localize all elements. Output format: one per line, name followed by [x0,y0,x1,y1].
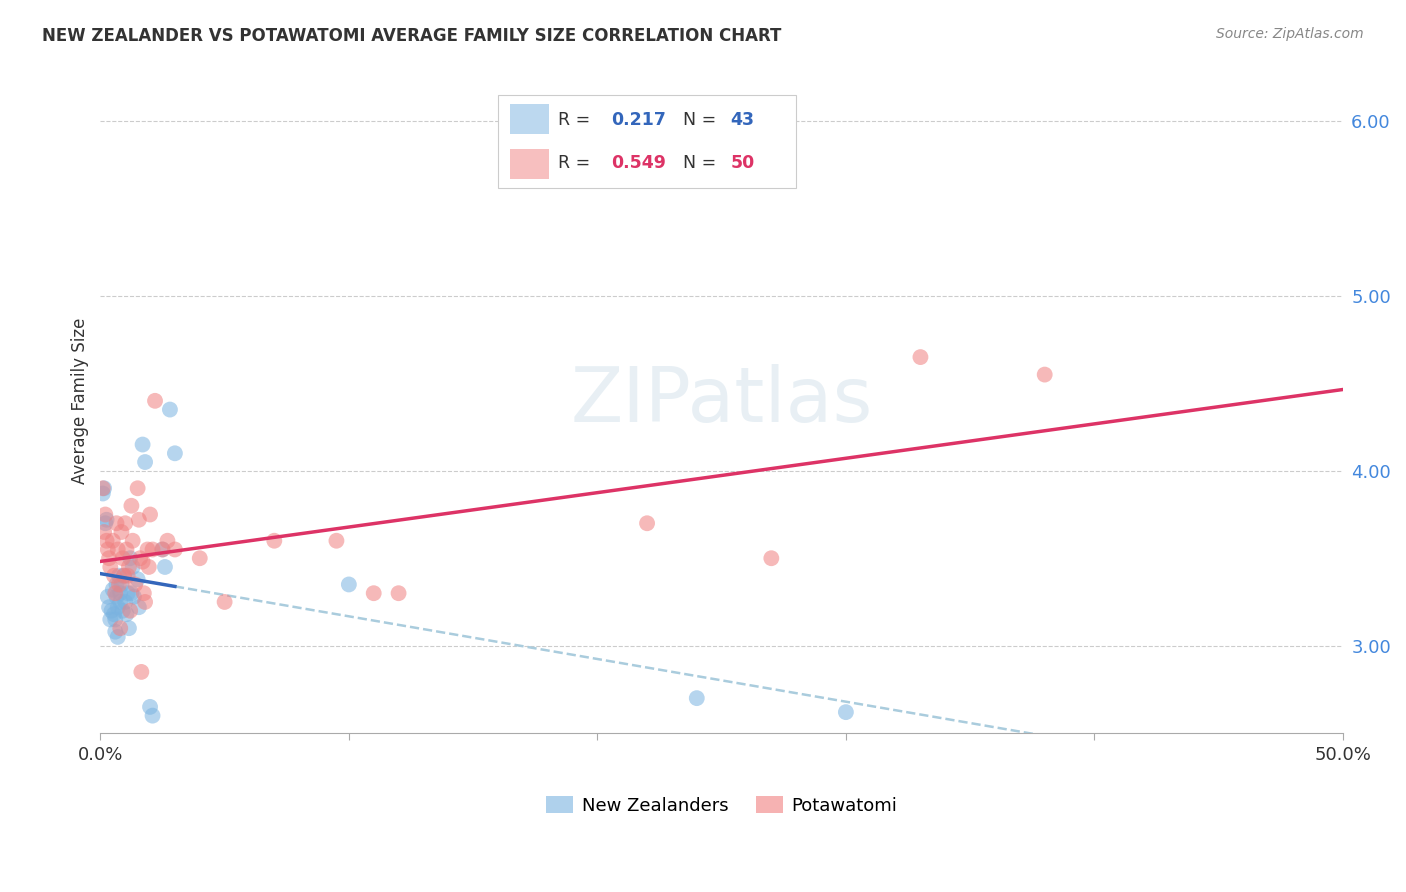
Point [163,446,186,460]
Point [100,604,122,618]
Point [214,595,236,609]
Point [131,437,153,451]
Point [152,542,174,557]
Point [110,621,132,635]
Point [139,699,162,714]
Point [110,595,132,609]
Point [98,612,121,626]
Point [111,604,134,618]
Point [91,481,114,495]
Point [110,524,132,539]
Point [112,568,135,582]
Point [107,600,129,615]
Point [101,533,124,548]
Y-axis label: Average Family Size: Average Family Size [72,318,89,484]
Point [152,542,174,557]
Point [122,590,145,604]
Point [101,582,124,597]
Point [120,586,142,600]
Point [128,600,150,615]
Point [103,568,125,582]
Point [104,624,127,639]
Point [118,560,141,574]
Point [105,590,128,604]
Point [363,586,385,600]
Point [124,577,146,591]
Point [98,551,121,566]
Point [139,508,162,522]
Point [111,551,134,566]
Point [115,542,138,557]
Point [107,542,129,557]
Point [120,551,142,566]
Point [686,691,709,706]
Point [127,572,149,586]
Point [337,577,360,591]
Point [94,516,117,531]
Text: ZIPatlas: ZIPatlas [571,364,873,438]
Point [263,533,285,548]
Point [138,560,160,574]
Point [107,630,129,644]
Point [121,560,143,574]
Point [188,551,211,566]
Point [110,577,132,591]
Point [131,555,153,569]
Point [910,350,932,364]
Point [835,705,858,719]
Point [325,533,347,548]
Point [97,542,120,557]
Point [136,542,159,557]
Point [159,402,181,417]
Point [93,524,115,539]
Text: Source: ZipAtlas.com: Source: ZipAtlas.com [1216,27,1364,41]
Point [96,513,118,527]
Point [103,607,125,622]
Point [153,560,176,574]
Point [156,533,179,548]
Point [129,551,152,566]
Point [134,455,156,469]
Legend: New Zealanders, Potawatomi: New Zealanders, Potawatomi [538,789,904,822]
Point [141,708,163,723]
Point [636,516,658,531]
Point [120,604,142,618]
Point [131,665,153,679]
Point [761,551,783,566]
Point [120,499,142,513]
Point [115,607,138,622]
Point [143,393,166,408]
Point [1033,368,1056,382]
Point [132,586,155,600]
Point [98,560,121,574]
Point [104,586,127,600]
Point [128,513,150,527]
Point [110,586,132,600]
Point [114,516,136,531]
Point [108,577,131,591]
Point [141,542,163,557]
Point [105,577,128,591]
Point [121,533,143,548]
Point [108,568,131,582]
Point [94,508,117,522]
Text: NEW ZEALANDER VS POTAWATOMI AVERAGE FAMILY SIZE CORRELATION CHART: NEW ZEALANDER VS POTAWATOMI AVERAGE FAMI… [42,27,782,45]
Point [117,586,139,600]
Point [104,612,127,626]
Point [93,481,115,495]
Point [118,621,141,635]
Point [97,590,120,604]
Point [117,568,139,582]
Point [387,586,409,600]
Point [105,516,128,531]
Point [98,600,121,615]
Point [134,595,156,609]
Point [163,542,186,557]
Point [112,568,135,582]
Point [127,481,149,495]
Point [96,533,118,548]
Point [91,486,114,500]
Point [114,595,136,609]
